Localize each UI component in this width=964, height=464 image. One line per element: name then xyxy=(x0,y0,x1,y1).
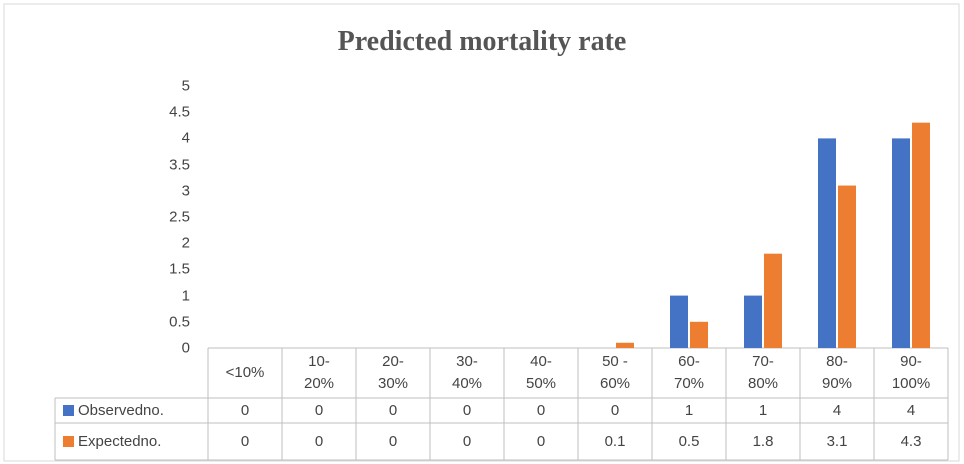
bar xyxy=(690,321,708,348)
data-label: 0 xyxy=(314,432,324,450)
legend-swatch xyxy=(63,405,74,416)
bar xyxy=(912,122,930,349)
bar xyxy=(670,295,688,348)
legend-entry: Observedno. xyxy=(55,398,208,423)
x-tick-label: 90- 100% xyxy=(891,353,931,392)
data-label: 0 xyxy=(314,401,324,419)
data-label: 4 xyxy=(832,401,842,419)
legend-label: Expectedno. xyxy=(78,432,162,450)
y-tick-label: 3.5 xyxy=(169,156,190,174)
chart-title: Predicted mortality rate xyxy=(337,26,627,57)
y-tick-label: 0 xyxy=(181,339,190,357)
data-label: 4 xyxy=(906,401,916,419)
data-label: 0.1 xyxy=(604,432,626,450)
y-tick-label: 1 xyxy=(181,287,190,305)
y-tick-label: 3 xyxy=(181,182,190,200)
data-label: 0 xyxy=(388,401,398,419)
bar xyxy=(818,138,836,348)
x-tick-label: 30- 40% xyxy=(451,353,483,392)
y-tick-label: 2 xyxy=(181,234,190,252)
data-label: 0 xyxy=(462,432,472,450)
y-tick-label: 2.5 xyxy=(169,208,190,226)
legend-swatch xyxy=(63,436,74,447)
bar xyxy=(744,295,762,348)
data-label: 3.1 xyxy=(826,432,848,450)
data-label: 0 xyxy=(240,432,250,450)
bar xyxy=(892,138,910,348)
data-label: 1.8 xyxy=(752,432,774,450)
y-tick-label: 0.5 xyxy=(169,313,190,331)
bar xyxy=(764,253,782,348)
legend-entry: Expectedno. xyxy=(55,423,208,460)
bar xyxy=(838,185,856,348)
data-label: 1 xyxy=(684,401,694,419)
x-tick-label: 80- 90% xyxy=(821,353,853,392)
data-label: 0.5 xyxy=(678,432,700,450)
x-tick-label: <10% xyxy=(225,364,265,381)
y-tick-label: 1.5 xyxy=(169,260,190,278)
x-tick-label: 10- 20% xyxy=(303,353,335,392)
y-tick-label: 4 xyxy=(181,129,190,147)
x-tick-label: 20- 30% xyxy=(377,353,409,392)
data-label: 0 xyxy=(610,401,620,419)
chart-border xyxy=(3,3,960,462)
x-tick-label: 60- 70% xyxy=(673,353,705,392)
x-tick-label: 50 - 60% xyxy=(599,353,631,392)
y-tick-label: 5 xyxy=(181,77,190,95)
x-tick-label: 70- 80% xyxy=(747,353,779,392)
data-label: 1 xyxy=(758,401,768,419)
bar xyxy=(616,342,634,348)
data-label: 0 xyxy=(240,401,250,419)
legend-label: Observedno. xyxy=(78,401,164,419)
data-label: 4.3 xyxy=(900,432,922,450)
y-tick-label: 4.5 xyxy=(169,103,190,121)
data-label: 0 xyxy=(536,432,546,450)
data-label: 0 xyxy=(536,401,546,419)
x-tick-label: 40- 50% xyxy=(525,353,557,392)
data-label: 0 xyxy=(388,432,398,450)
data-label: 0 xyxy=(462,401,472,419)
